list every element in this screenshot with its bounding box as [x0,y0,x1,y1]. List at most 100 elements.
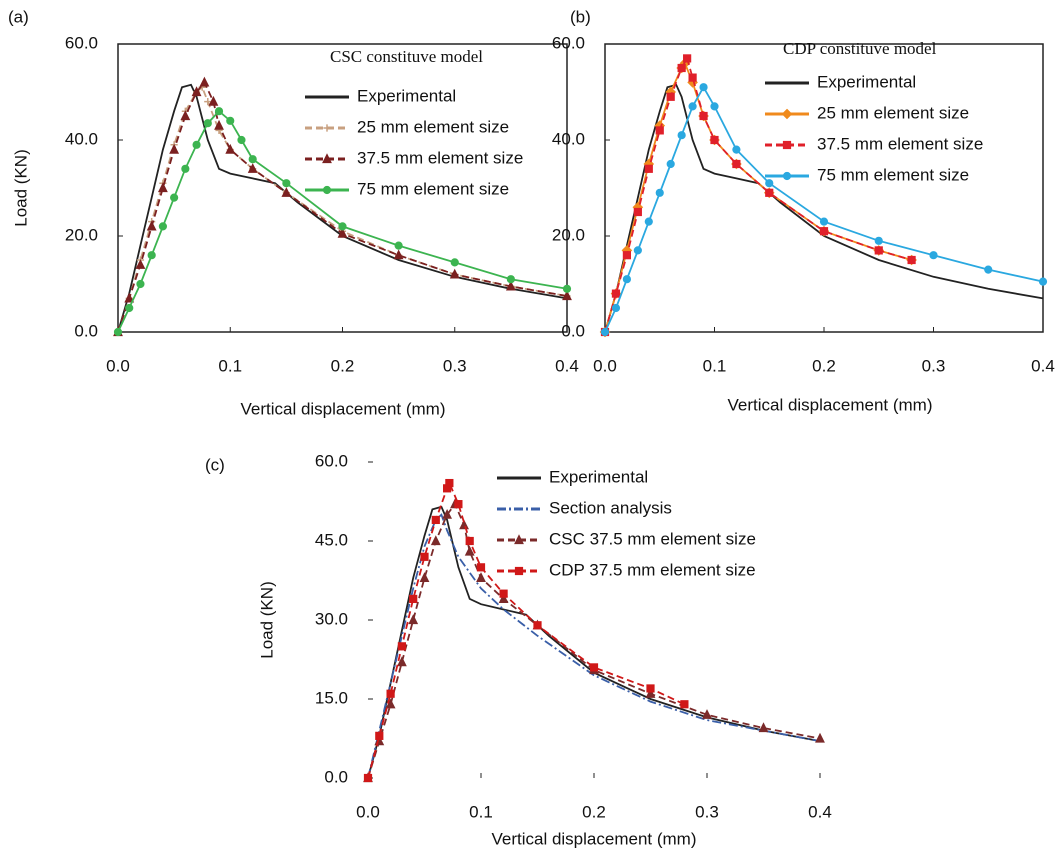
legend-marker [781,108,793,120]
marker [683,54,692,63]
marker [393,249,404,260]
marker [445,478,454,488]
marker [984,265,993,274]
x-tick-label: 0.4 [808,802,832,821]
legend-marker [514,534,524,545]
marker [533,621,542,630]
marker [113,327,123,337]
marker [633,246,642,255]
y-tick-label: 20.0 [552,225,585,244]
marker [677,131,686,140]
marker [214,119,224,130]
marker [688,73,697,82]
x-axis-label: Vertical displacement (mm) [727,395,932,414]
marker [622,275,632,284]
y-tick-label: 40.0 [65,129,98,148]
marker [281,187,292,197]
marker [765,188,774,197]
legend-marker [514,566,524,576]
marker [363,773,373,783]
y-tick-label: 20.0 [65,225,98,244]
marker [702,709,712,719]
marker [732,145,741,154]
marker [645,688,656,698]
marker [181,164,190,173]
marker [169,143,180,154]
marker [146,220,157,231]
marker [191,86,202,97]
marker [180,110,191,121]
marker [688,102,697,111]
chart-title: CDP constituve model [783,39,937,58]
marker [589,663,599,672]
marker [464,545,475,556]
marker [758,722,769,733]
marker [562,284,572,293]
marker [666,92,675,101]
marker [157,182,168,193]
legend-marker [322,185,332,195]
panel: (b) CDP constituve model Vertical displace… [552,7,1055,414]
panel-label: (b) [570,7,591,26]
marker [420,552,429,561]
marker [192,140,201,149]
chart-title: CSC constituve model [330,47,483,66]
marker [386,689,395,698]
x-axis-label: Vertical displacement (mm) [240,399,445,418]
marker [907,255,916,265]
legend-label: Experimental [817,72,916,91]
marker [397,642,406,651]
x-tick-label: 0.3 [922,356,946,375]
marker [644,164,653,173]
y-tick-label: 60.0 [65,33,98,52]
marker [611,303,621,313]
x-tick-label: 0.1 [703,356,727,375]
legend-label: 25 mm element size [357,117,509,136]
series-line [367,505,821,779]
marker [699,111,708,121]
marker [677,63,686,73]
panel: (a) CSC constituve model Vertical displace… [8,7,579,418]
marker [394,241,403,250]
marker [454,500,463,509]
marker [419,572,430,582]
marker [465,536,474,546]
marker [699,83,708,92]
marker [562,290,572,301]
marker [450,258,459,267]
y-tick-label: 30.0 [315,609,348,628]
marker [600,327,610,337]
marker [815,732,825,743]
marker [125,303,134,313]
marker [442,508,453,519]
y-axis-label: Load (KN) [257,581,276,658]
y-tick-label: 60.0 [552,33,585,52]
marker [124,292,135,303]
marker [765,179,774,188]
marker [498,593,509,604]
legend-marker [782,171,792,181]
marker [611,289,621,298]
panel: (c) Vertical displacement (mm) Load (KN) 0.… [205,451,832,848]
marker [646,684,655,693]
legend-label: Experimental [357,86,456,105]
x-tick-label: 0.2 [582,802,606,821]
series-line [117,83,568,333]
x-tick-label: 0.0 [106,356,130,375]
marker [476,563,486,572]
series-line [117,109,568,333]
x-tick-label: 0.2 [812,356,836,375]
marker [819,217,829,226]
marker [644,217,653,226]
marker [732,159,741,169]
legend-label: 25 mm element size [817,103,969,122]
x-tick-label: 0.1 [218,356,242,375]
x-tick-label: 0.3 [443,356,467,375]
x-tick-label: 0.4 [1031,356,1055,375]
marker [214,107,224,116]
x-axis-label: Vertical displacement (mm) [491,829,696,848]
marker [385,698,396,709]
marker [431,515,440,525]
legend-label: 37.5 mm element size [817,134,983,153]
